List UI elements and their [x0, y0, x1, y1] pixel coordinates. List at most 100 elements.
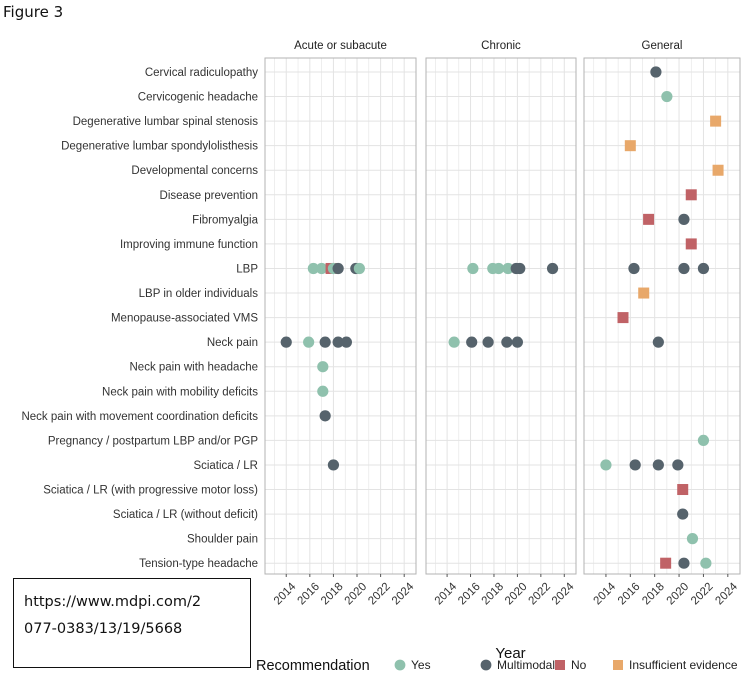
data-point-general-lbp-in-older-individuals-insufficient-evidence	[638, 287, 650, 299]
panel-frame-general	[583, 57, 741, 575]
category-label-neck-pain: Neck pain	[207, 337, 258, 349]
data-point-acute-or-subacute-lbp-multimodal	[332, 262, 344, 275]
x-tick-label-2016: 2016	[616, 581, 643, 608]
data-point-chronic-lbp-yes	[502, 262, 514, 275]
x-tick-label-2014: 2014	[433, 580, 460, 607]
data-point-acute-or-subacute-lbp-yes	[316, 262, 328, 275]
legend-label-multimodal: Multimodal	[497, 658, 555, 672]
data-point-general-degenerative-lumbar-spondylolisthesis-insufficient-evidence	[624, 140, 636, 152]
x-tick-label-2022: 2022	[366, 581, 393, 608]
data-point-general-lbp-multimodal	[678, 262, 690, 275]
category-label-pregnancy-postpartum-lbp-and-or-pgp: Pregnancy / postpartum LBP and/or PGP	[48, 435, 258, 447]
data-point-chronic-lbp-yes	[493, 262, 505, 275]
data-point-general-fibromyalgia-no	[643, 213, 655, 225]
data-point-general-sciatica-lr-multimodal	[652, 459, 664, 471]
data-point-acute-or-subacute-neck-pain-multimodal	[332, 336, 344, 348]
data-point-acute-or-subacute-neck-pain-with-headache-yes	[317, 361, 329, 373]
category-label-developmental-concerns: Developmental concerns	[131, 165, 258, 177]
data-point-acute-or-subacute-neck-pain-with-movement-coordination-deficits-multimodal	[319, 410, 331, 422]
data-point-general-cervical-radiculopathy-multimodal	[650, 66, 662, 78]
data-point-general-developmental-concerns-insufficient-evidence	[712, 164, 724, 176]
x-tick-label-2020: 2020	[503, 581, 530, 608]
category-label-cervicogenic-headache: Cervicogenic headache	[138, 92, 258, 104]
legend-key-yes	[394, 659, 406, 671]
data-point-general-degenerative-lumbar-spinal-stenosis-insufficient-evidence	[710, 115, 722, 127]
data-point-general-sciatica-lr-multimodal	[629, 459, 641, 471]
category-label-degenerative-lumbar-spinal-stenosis: Degenerative lumbar spinal stenosis	[73, 116, 259, 128]
data-point-acute-or-subacute-lbp-yes	[307, 262, 319, 275]
data-point-general-neck-pain-multimodal	[652, 336, 664, 348]
data-point-chronic-lbp-multimodal	[546, 262, 559, 275]
x-axis-title: Year	[495, 645, 525, 662]
x-tick-label-2018: 2018	[640, 581, 667, 608]
category-label-lbp: LBP	[236, 263, 258, 275]
data-point-general-sciatica-lr-without-deficit-multimodal	[677, 508, 689, 520]
x-tick-label-2022: 2022	[526, 581, 553, 608]
category-label-tension-type-headache: Tension-type headache	[139, 558, 258, 570]
x-tick-label-2024: 2024	[390, 580, 417, 607]
data-point-acute-or-subacute-lbp-yes	[353, 262, 365, 275]
category-label-neck-pain-with-movement-coordination-deficits: Neck pain with movement coordination def…	[21, 411, 258, 423]
category-label-sciatica-lr: Sciatica / LR	[193, 460, 258, 472]
data-point-chronic-neck-pain-yes	[448, 336, 460, 348]
data-point-chronic-neck-pain-multimodal	[501, 336, 513, 348]
legend-label-yes: Yes	[411, 658, 431, 672]
category-label-neck-pain-with-headache: Neck pain with headache	[130, 362, 259, 374]
legend-key-multimodal	[480, 659, 492, 671]
x-tick-label-2016: 2016	[456, 581, 483, 608]
data-point-general-menopause-associated-vms-no	[617, 312, 629, 324]
x-tick-label-2014: 2014	[592, 580, 619, 607]
data-point-acute-or-subacute-neck-pain-yes	[303, 336, 315, 348]
x-tick-label-2020: 2020	[343, 581, 370, 608]
category-label-fibromyalgia: Fibromyalgia	[192, 214, 258, 226]
data-point-acute-or-subacute-neck-pain-multimodal	[319, 336, 331, 348]
source-url-line-1: https://www.mdpi.com/2	[24, 594, 202, 610]
data-point-general-sciatica-lr-multimodal	[672, 459, 684, 471]
panel-frame-chronic	[425, 57, 577, 575]
data-point-general-lbp-multimodal	[628, 262, 640, 275]
data-point-general-lbp-multimodal	[697, 262, 710, 275]
figure-title: Figure 3	[3, 3, 64, 21]
source-url-box: https://www.mdpi.com/2 077-0383/13/19/56…	[13, 578, 251, 668]
data-point-general-cervicogenic-headache-yes	[661, 90, 673, 103]
data-point-general-disease-prevention-no	[685, 189, 697, 201]
data-point-acute-or-subacute-neck-pain-with-mobility-deficits-yes	[317, 385, 329, 397]
x-tick-label-2020: 2020	[665, 581, 692, 608]
data-point-acute-or-subacute-neck-pain-multimodal	[340, 336, 352, 348]
legend-key-no	[555, 660, 565, 670]
source-url-line-2: 077-0383/13/19/5668	[24, 621, 183, 637]
panel-title-general: General	[642, 40, 683, 52]
data-point-chronic-lbp-yes	[467, 262, 479, 275]
category-label-disease-prevention: Disease prevention	[160, 190, 258, 202]
data-point-acute-or-subacute-sciatica-lr-multimodal	[327, 459, 340, 471]
x-tick-label-2018: 2018	[480, 581, 507, 608]
panel-frame-acute-or-subacute	[264, 57, 417, 575]
category-label-menopause-associated-vms: Menopause-associated VMS	[111, 313, 258, 325]
legend-label-insufficient-evidence: Insufficient evidence	[629, 658, 738, 672]
data-point-general-pregnancy-postpartum-lbp-and-or-pgp-yes	[697, 434, 710, 446]
category-label-cervical-radiculopathy: Cervical radiculopathy	[145, 67, 258, 79]
category-label-improving-immune-function: Improving immune function	[120, 239, 258, 251]
data-point-acute-or-subacute-neck-pain-multimodal	[280, 336, 292, 348]
data-point-general-improving-immune-function-no	[685, 238, 697, 250]
x-tick-label-2022: 2022	[689, 581, 716, 608]
legend-key-insufficient-evidence	[613, 660, 623, 670]
panel-title-chronic: Chronic	[481, 40, 521, 52]
legend-label-no: No	[571, 658, 587, 672]
category-label-sciatica-lr-with-progressive-motor-loss: Sciatica / LR (with progressive motor lo…	[43, 485, 258, 497]
data-point-general-tension-type-headache-no	[660, 557, 672, 569]
legend-title: Recommendation	[256, 658, 370, 674]
data-point-general-shoulder-pain-yes	[686, 533, 699, 545]
x-tick-label-2016: 2016	[295, 581, 322, 608]
x-tick-label-2014: 2014	[272, 580, 299, 607]
data-point-chronic-neck-pain-multimodal	[466, 336, 478, 348]
data-point-chronic-lbp-multimodal	[514, 262, 526, 275]
category-label-neck-pain-with-mobility-deficits: Neck pain with mobility deficits	[102, 386, 258, 398]
x-tick-label-2024: 2024	[550, 580, 577, 607]
category-label-shoulder-pain: Shoulder pain	[187, 534, 258, 546]
x-tick-label-2018: 2018	[319, 581, 346, 608]
data-point-general-sciatica-lr-yes	[600, 459, 612, 471]
data-point-chronic-neck-pain-multimodal	[482, 336, 494, 348]
category-label-sciatica-lr-without-deficit: Sciatica / LR (without deficit)	[113, 509, 258, 521]
